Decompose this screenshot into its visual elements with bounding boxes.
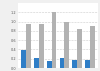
Bar bbox=[47, 61, 52, 68]
Bar bbox=[52, 12, 56, 68]
Bar bbox=[34, 58, 39, 68]
Bar bbox=[64, 22, 69, 68]
Bar bbox=[72, 60, 77, 68]
Bar bbox=[39, 24, 44, 68]
Bar bbox=[21, 50, 26, 68]
Bar bbox=[77, 28, 82, 68]
Bar bbox=[26, 24, 31, 68]
Bar bbox=[90, 26, 95, 68]
Bar bbox=[85, 60, 90, 68]
Bar bbox=[60, 58, 64, 68]
